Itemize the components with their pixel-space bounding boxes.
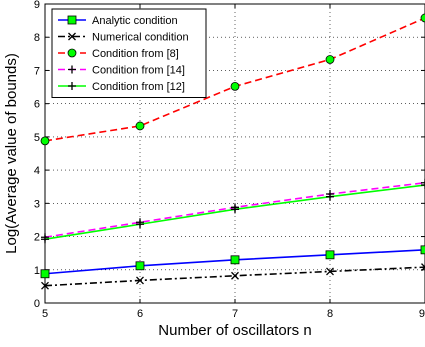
- data-point: [135, 261, 145, 271]
- data-point: [136, 220, 144, 229]
- data-point: [230, 81, 240, 91]
- legend-marker: [67, 48, 77, 58]
- x-axis-label: Number of oscillators n: [158, 322, 311, 339]
- legend-marker: [67, 15, 77, 25]
- y-tick-label: 4: [34, 165, 40, 177]
- data-point: [40, 269, 50, 279]
- data-point: [420, 245, 425, 255]
- legend-marker: [68, 65, 76, 74]
- legend-entry: Analytic condition: [58, 15, 178, 27]
- y-tick-label: 5: [34, 132, 40, 144]
- y-tick-label: 0: [34, 298, 40, 310]
- series-2: [40, 13, 425, 146]
- data-point: [230, 255, 240, 265]
- legend-marker: [68, 32, 76, 41]
- data-point: [41, 281, 49, 290]
- y-tick-label: 2: [34, 232, 40, 244]
- data-point: [421, 263, 425, 272]
- x-tick-label: 6: [137, 308, 143, 320]
- data-point: [421, 178, 425, 187]
- x-tick-label: 8: [327, 308, 333, 320]
- data-point: [325, 55, 335, 64]
- y-tick-label: 1: [34, 265, 40, 277]
- data-point: [326, 267, 334, 276]
- data-point: [136, 276, 144, 285]
- y-tick-label: 3: [34, 198, 40, 210]
- x-axis-ticks: 5 6 7 8 9: [42, 4, 425, 320]
- legend-marker: [68, 82, 76, 90]
- x-tick-label: 7: [232, 308, 238, 320]
- data-point: [231, 271, 239, 280]
- data-point: [421, 181, 425, 190]
- x-tick-label: 5: [42, 308, 48, 320]
- y-tick-label: 7: [34, 65, 40, 77]
- series-group: [40, 13, 425, 290]
- data-point: [135, 121, 145, 131]
- legend-entry: Condition from [14]: [58, 65, 185, 77]
- y-tick-label: 6: [34, 99, 40, 111]
- y-tick-label: 9: [34, 0, 40, 11]
- data-point: [325, 250, 335, 260]
- series-4: [41, 181, 425, 244]
- data-point: [40, 136, 50, 146]
- legend-label: Numerical condition: [92, 32, 189, 44]
- data-point: [326, 192, 334, 201]
- data-point: [231, 205, 239, 214]
- y-tick-label: 8: [34, 32, 40, 44]
- x-tick-label: 9: [419, 308, 425, 320]
- y-axis-label: Log(Average value of bounds): [3, 53, 20, 254]
- series-0: [40, 245, 425, 279]
- data-point: [420, 13, 425, 23]
- legend-label: Condition from [8]: [92, 48, 179, 60]
- legend-entry: Numerical condition: [58, 32, 189, 44]
- series-1: [41, 263, 425, 290]
- data-point: [41, 235, 49, 244]
- legend-entry: Condition from [12]: [58, 81, 185, 93]
- legend-label: Condition from [12]: [92, 81, 185, 93]
- legend-box: [51, 8, 207, 98]
- legend-label: Condition from [14]: [92, 65, 185, 77]
- legend-entry: Condition from [8]: [58, 48, 179, 60]
- legend-label: Analytic condition: [92, 15, 178, 27]
- legend: Analytic condition Numerical condition Con…: [51, 8, 207, 98]
